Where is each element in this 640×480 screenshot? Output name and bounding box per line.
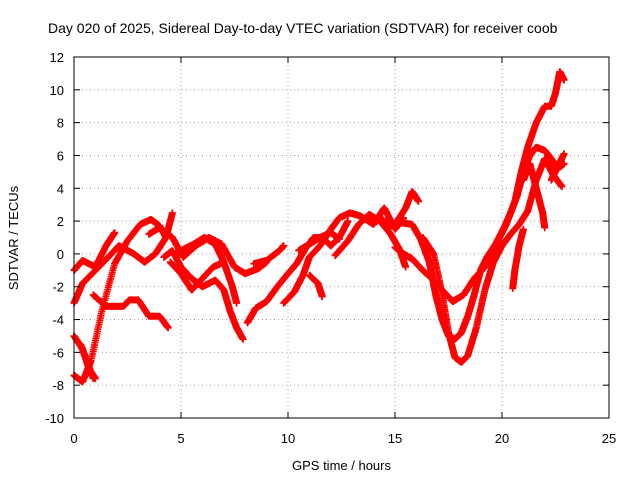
y-tick-label: 2 bbox=[57, 214, 64, 229]
data-point-marks bbox=[391, 68, 568, 305]
y-tick-label: -10 bbox=[45, 411, 64, 426]
data-series-track-8 bbox=[166, 258, 228, 294]
data-series-track-23 bbox=[547, 150, 568, 184]
data-point-marks bbox=[419, 155, 566, 366]
y-tick-label: 12 bbox=[50, 50, 64, 65]
data-point-marks bbox=[76, 340, 97, 383]
y-tick-label: -4 bbox=[52, 313, 64, 328]
x-axis-label: GPS time / hours bbox=[292, 458, 391, 473]
x-tick-label: 10 bbox=[281, 431, 295, 446]
data-point-marks bbox=[295, 229, 343, 255]
y-tick-label: 0 bbox=[57, 247, 64, 262]
data-point-marks bbox=[509, 225, 527, 292]
data-point-marks bbox=[305, 271, 326, 301]
y-tick-label: 8 bbox=[57, 116, 64, 131]
data-series-track-15 bbox=[305, 271, 326, 301]
data-series-track-19 bbox=[391, 68, 568, 305]
plot-frame bbox=[73, 56, 610, 419]
axis-ticks: 0 5 10 15 20 25 -10 -8 -6 -4 -2 0 2 4 6 8 10 12 bbox=[45, 50, 616, 446]
x-tick-label: 15 bbox=[388, 431, 402, 446]
data-series-track-18 bbox=[391, 188, 422, 228]
data-series-track-6 bbox=[89, 291, 172, 332]
chart-title: Day 020 of 2025, Sidereal Day-to-day VTE… bbox=[48, 20, 558, 36]
x-tick-label: 20 bbox=[495, 431, 509, 446]
y-tick-label: -2 bbox=[52, 280, 64, 295]
data-point-marks bbox=[519, 160, 549, 232]
data-point-marks bbox=[166, 258, 228, 294]
data-point-marks bbox=[391, 188, 422, 228]
data-point-marks bbox=[547, 150, 568, 184]
y-tick-label: -6 bbox=[52, 345, 64, 360]
y-tick-label: 4 bbox=[57, 181, 64, 196]
data-series-track-20 bbox=[419, 155, 566, 366]
data-points bbox=[70, 68, 568, 386]
data-series-track-7 bbox=[160, 247, 247, 343]
data-series-track-10 bbox=[177, 234, 241, 307]
data-series-track-5 bbox=[76, 340, 97, 383]
data-series-track-14 bbox=[295, 229, 343, 255]
data-point-marks bbox=[160, 247, 247, 343]
data-series-track-22 bbox=[519, 160, 549, 232]
data-series-track-12 bbox=[250, 242, 288, 268]
y-tick-label: 10 bbox=[50, 83, 64, 98]
data-series-track-21 bbox=[509, 225, 527, 292]
y-axis-label: SDTVAR / TECUs bbox=[6, 185, 21, 290]
x-tick-label: 0 bbox=[70, 431, 77, 446]
data-point-marks bbox=[250, 242, 288, 268]
y-tick-label: -8 bbox=[52, 378, 64, 393]
x-tick-label: 25 bbox=[602, 431, 616, 446]
y-tick-label: 6 bbox=[57, 148, 64, 163]
data-point-marks bbox=[177, 234, 241, 307]
x-tick-label: 5 bbox=[177, 431, 184, 446]
data-point-marks bbox=[89, 291, 172, 332]
